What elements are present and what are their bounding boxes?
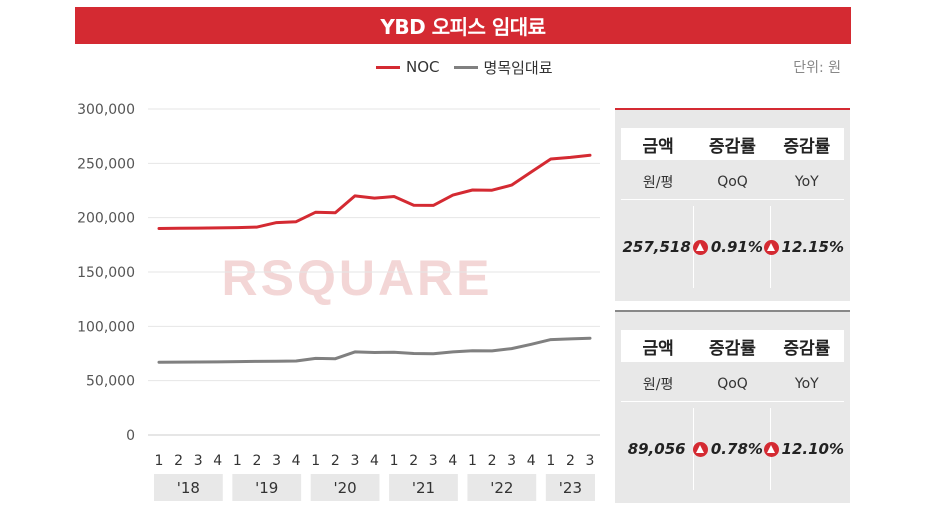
up-triangle-icon	[692, 441, 708, 457]
x-tick-label: 2	[488, 453, 497, 469]
y-tick-label: 50,000	[86, 374, 135, 390]
year-group-box	[232, 474, 302, 501]
year-group-box	[154, 474, 223, 501]
up-triangle-icon	[763, 441, 779, 457]
noc-summary-panel: 금액 증감률 증감률 원/평 QoQ YoY 257,518 0.91% 12.…	[615, 108, 850, 301]
x-tick-label: 2	[409, 453, 418, 469]
noc-qoq-value: 0.91%	[710, 238, 763, 256]
subheader-qoq: QoQ	[717, 376, 748, 392]
x-tick-label: 4	[527, 453, 536, 469]
nominal-yoy-cell: 12.10%	[763, 440, 845, 458]
unit-label: 단위: 원	[793, 60, 841, 76]
year-group-box	[389, 474, 458, 501]
year-group-box	[545, 474, 595, 501]
noc-qoq-cell: 0.91%	[692, 238, 763, 256]
nominal-series-line	[157, 336, 592, 364]
panel-values-row: 89,056 0.78% 12.10%	[621, 403, 844, 495]
year-group-label: '22	[490, 479, 513, 497]
x-tick-label: 4	[292, 453, 301, 469]
legend: NOC 명목임대료	[376, 56, 567, 78]
subheader-yoy: YoY	[794, 376, 819, 392]
year-group-label: '20	[334, 479, 357, 497]
year-group-label: '19	[255, 479, 278, 497]
y-tick-label: 150,000	[77, 265, 135, 281]
x-tick-label: 1	[546, 453, 555, 469]
panel-separator	[621, 199, 844, 200]
x-tick-label: 4	[448, 453, 457, 469]
x-tick-label: 1	[468, 453, 477, 469]
panel-subheader-row: 원/평 QoQ YoY	[621, 170, 844, 194]
x-tick-label: 3	[272, 453, 281, 469]
y-tick-label: 200,000	[77, 211, 135, 227]
y-tick-label: 100,000	[77, 319, 135, 335]
year-group-label: '23	[559, 479, 582, 497]
x-tick-label: 3	[194, 453, 203, 469]
panel-header-row: 금액 증감률 증감률	[621, 330, 844, 362]
noc-series-line	[157, 153, 592, 230]
header-amount: 금액	[642, 136, 674, 157]
x-tick-label: 1	[390, 453, 399, 469]
x-tick-label: 2	[566, 453, 575, 469]
x-tick-label: 1	[311, 453, 320, 469]
legend-swatch-nominal	[453, 65, 478, 69]
legend-label-nominal: 명목임대료	[483, 58, 553, 77]
x-tick-label: 2	[252, 453, 261, 469]
x-tick-label: 3	[429, 453, 438, 469]
up-triangle-icon	[692, 239, 708, 255]
panel-subheader-row: 원/평 QoQ YoY	[621, 372, 844, 396]
legend-label-noc: NOC	[406, 58, 440, 76]
x-tick-label: 3	[586, 453, 595, 469]
header-yoy: 증감률	[783, 338, 831, 359]
panel-header-row: 금액 증감률 증감률	[621, 128, 844, 160]
x-tick-label: 1	[233, 453, 242, 469]
y-tick-label: 300,000	[77, 102, 135, 118]
year-group-label: '18	[177, 479, 200, 497]
panel-separator	[621, 401, 844, 402]
nominal-qoq-value: 0.78%	[710, 440, 763, 458]
x-tick-label: 3	[507, 453, 516, 469]
legend-item-nominal: 명목임대료	[453, 57, 553, 78]
legend-item-noc: NOC	[376, 58, 440, 76]
nominal-amount-value: 89,056	[627, 440, 686, 458]
subheader-unit: 원/평	[642, 175, 674, 191]
subheader-qoq: QoQ	[717, 174, 748, 190]
nominal-yoy-value: 12.10%	[781, 440, 845, 458]
header-amount: 금액	[642, 338, 674, 359]
noc-yoy-cell: 12.15%	[763, 238, 845, 256]
x-tick-label: 4	[213, 453, 222, 469]
noc-yoy-value: 12.15%	[781, 238, 845, 256]
year-group-label: '21	[412, 479, 435, 497]
up-triangle-icon	[763, 239, 779, 255]
nominal-summary-panel: 금액 증감률 증감률 원/평 QoQ YoY 89,056 0.78% 12.1…	[615, 310, 850, 503]
legend-swatch-noc	[376, 65, 400, 69]
watermark-text: RSQUARE	[221, 250, 492, 306]
subheader-yoy: YoY	[794, 174, 819, 190]
year-group-box	[310, 474, 380, 501]
x-tick-label: 3	[350, 453, 359, 469]
y-tick-label: 0	[126, 428, 135, 444]
nominal-qoq-cell: 0.78%	[692, 440, 763, 458]
x-tick-label: 4	[370, 453, 379, 469]
subheader-unit: 원/평	[642, 377, 674, 393]
header-qoq: 증감률	[709, 338, 756, 359]
year-group-box	[467, 474, 537, 501]
y-tick-label: 250,000	[77, 156, 135, 172]
x-tick-label: 1	[155, 453, 164, 469]
noc-amount-value: 257,518	[622, 238, 691, 256]
header-yoy: 증감률	[783, 136, 831, 157]
x-tick-label: 2	[331, 453, 340, 469]
line-chart: RSQUARE 0 50,000 100,000 150,000 200,000 250,0…	[77, 102, 600, 501]
header-qoq: 증감률	[709, 136, 756, 157]
chart-title: YBD 오피스 임대료	[75, 7, 851, 44]
x-tick-label: 2	[174, 453, 183, 469]
panel-values-row: 257,518 0.91% 12.15%	[621, 201, 844, 293]
